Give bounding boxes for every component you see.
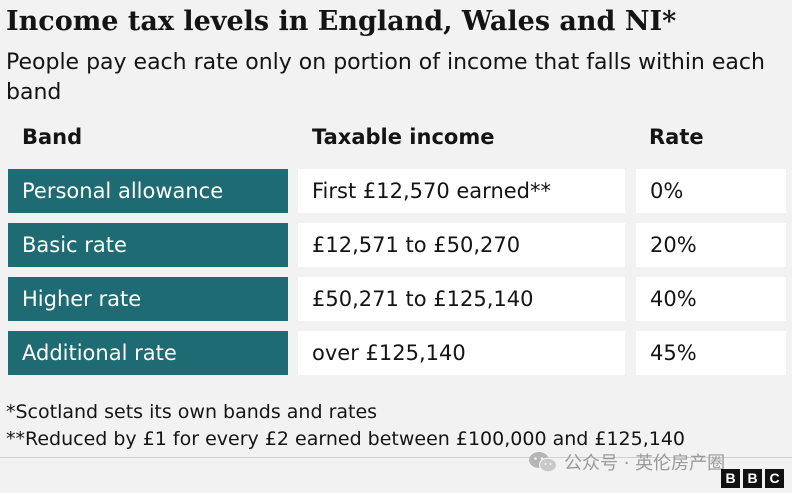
- band-cell: Personal allowance: [8, 169, 288, 213]
- income-cell: over £125,140: [298, 331, 625, 375]
- table-row: Personal allowance First £12,570 earned*…: [0, 169, 792, 213]
- divider: [0, 457, 792, 458]
- income-cell: £12,571 to £50,270: [298, 223, 625, 267]
- rate-cell: 45%: [636, 331, 786, 375]
- bbc-logo-letter: C: [765, 469, 784, 488]
- bbc-logo: B B C: [721, 469, 784, 488]
- header-rate: Rate: [649, 125, 704, 149]
- chart-title: Income tax levels in England, Wales and …: [6, 6, 677, 37]
- watermark-text: 公众号 · 英伦房产圈: [564, 453, 726, 474]
- rate-cell: 40%: [636, 277, 786, 321]
- income-cell: £50,271 to £125,140: [298, 277, 625, 321]
- header-taxable-income: Taxable income: [312, 125, 495, 149]
- band-cell: Additional rate: [8, 331, 288, 375]
- chart-subtitle: People pay each rate only on portion of …: [6, 50, 765, 105]
- watermark: 公众号 · 英伦房产圈: [528, 448, 725, 476]
- table-row: Higher rate £50,271 to £125,140 40%: [0, 277, 792, 321]
- footnote-allowance-reduction: **Reduced by £1 for every £2 earned betw…: [6, 428, 686, 450]
- band-cell: Basic rate: [8, 223, 288, 267]
- bbc-logo-letter: B: [743, 469, 762, 488]
- rate-cell: 20%: [636, 223, 786, 267]
- bbc-logo-letter: B: [721, 469, 740, 488]
- table-row: Additional rate over £125,140 45%: [0, 331, 792, 375]
- footnote-scotland: *Scotland sets its own bands and rates: [6, 401, 378, 423]
- table-row: Basic rate £12,571 to £50,270 20%: [0, 223, 792, 267]
- income-cell: First £12,570 earned**: [298, 169, 625, 213]
- header-band: Band: [22, 125, 83, 149]
- rate-cell: 0%: [636, 169, 786, 213]
- band-cell: Higher rate: [8, 277, 288, 321]
- wechat-icon: [528, 451, 558, 473]
